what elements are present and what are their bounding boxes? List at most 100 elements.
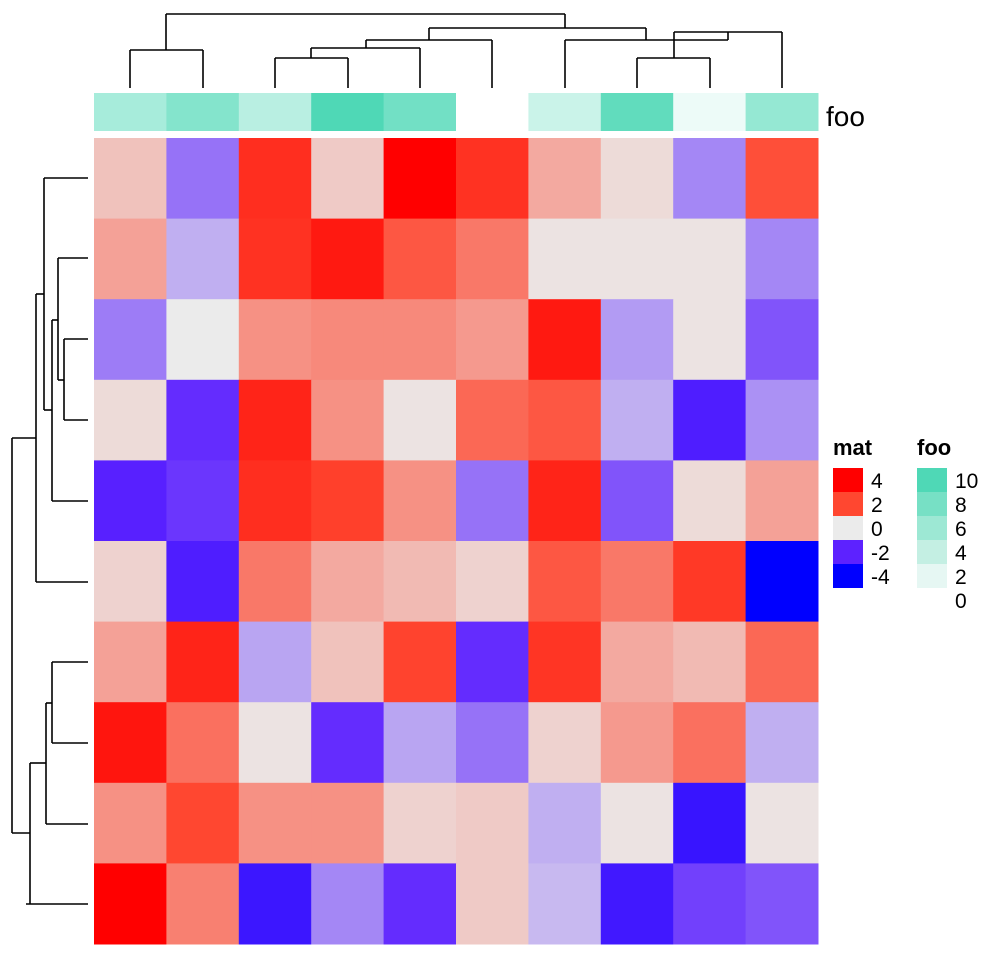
heatmap-cell — [94, 863, 167, 945]
heatmap-cell — [238, 460, 312, 542]
heatmap-cell — [166, 863, 240, 945]
legend-mat-label: 4 — [871, 470, 883, 493]
heatmap-cell — [238, 138, 312, 220]
legend-foo-label: 0 — [955, 590, 967, 613]
heatmap-cell — [238, 299, 312, 381]
heatmap-cell — [456, 621, 529, 703]
heatmap-cell — [94, 782, 167, 864]
heatmap-cell — [383, 218, 457, 300]
heatmap-cell — [166, 460, 240, 542]
annotation-bar — [94, 93, 819, 131]
heatmap-cell — [166, 702, 240, 784]
heatmap-cell — [238, 218, 312, 300]
heatmap-cell — [456, 379, 529, 461]
heatmap-cell — [383, 541, 457, 623]
heatmap-cell — [383, 138, 457, 220]
heatmap-body — [94, 138, 819, 945]
legend-foo-swatch — [917, 540, 947, 564]
heatmap-cell — [311, 782, 385, 864]
legend-foo-label: 2 — [955, 566, 967, 589]
annotation-cell — [745, 93, 819, 131]
heatmap-cell — [528, 621, 602, 703]
heatmap-cell — [166, 299, 240, 381]
legend-foo-label: 6 — [955, 518, 967, 541]
heatmap-cell — [238, 702, 312, 784]
legend-mat-swatch — [833, 468, 863, 492]
heatmap-cell — [673, 621, 747, 703]
heatmap-cell — [528, 299, 602, 381]
column-dendrogram — [129, 13, 783, 88]
legend-foo-swatch — [917, 564, 947, 588]
heatmap-cell — [745, 460, 819, 542]
legend-foo-label: 4 — [955, 542, 967, 565]
heatmap-cell — [456, 218, 529, 300]
heatmap-cell — [383, 782, 457, 864]
heatmap-cell — [600, 138, 674, 220]
heatmap-cell — [745, 138, 819, 220]
heatmap-cell — [238, 782, 312, 864]
legend-mat-title: mat — [833, 435, 873, 460]
legend-mat-label: -2 — [871, 542, 890, 565]
heatmap-cell — [673, 379, 747, 461]
heatmap-cell — [311, 541, 385, 623]
heatmap-cell — [94, 702, 167, 784]
legend-mat-label: 2 — [871, 494, 883, 517]
annotation-cell — [528, 93, 602, 131]
heatmap-cell — [600, 863, 674, 945]
legend-mat-swatch — [833, 564, 863, 588]
heatmap-cell — [600, 460, 674, 542]
legend-foo-label: 10 — [955, 470, 978, 493]
heatmap-cell — [456, 460, 529, 542]
heatmap-cell — [238, 863, 312, 945]
heatmap-cell — [528, 702, 602, 784]
heatmap-cell — [600, 299, 674, 381]
heatmap-cell — [383, 621, 457, 703]
legend-mat: mat 420-2-4 — [833, 435, 890, 589]
heatmap-cell — [600, 541, 674, 623]
heatmap-cell — [383, 460, 457, 542]
heatmap-cell — [673, 460, 747, 542]
row-dendrogram — [11, 177, 88, 905]
heatmap-cell — [311, 863, 385, 945]
heatmap-cell — [745, 702, 819, 784]
heatmap-cell — [673, 218, 747, 300]
heatmap-cell — [600, 782, 674, 864]
heatmap-cell — [94, 460, 167, 542]
annotation-cell — [456, 93, 529, 131]
heatmap-cell — [311, 702, 385, 784]
heatmap-cell — [600, 379, 674, 461]
heatmap-cell — [94, 299, 167, 381]
heatmap-cell — [383, 863, 457, 945]
legend-mat-swatch — [833, 540, 863, 564]
legend-foo-title: foo — [917, 435, 951, 460]
heatmap-cell — [745, 299, 819, 381]
heatmap-cell — [311, 138, 385, 220]
heatmap-cell — [311, 379, 385, 461]
heatmap-cell — [456, 702, 529, 784]
heatmap-cell — [745, 621, 819, 703]
heatmap-cell — [673, 299, 747, 381]
heatmap-cell — [238, 621, 312, 703]
heatmap-cell — [311, 460, 385, 542]
heatmap-cell — [600, 702, 674, 784]
heatmap-cell — [528, 460, 602, 542]
heatmap-cell — [383, 299, 457, 381]
heatmap-cell — [528, 218, 602, 300]
heatmap-cell — [94, 379, 167, 461]
heatmap-cell — [456, 138, 529, 220]
heatmap-cell — [600, 621, 674, 703]
heatmap-cell — [673, 138, 747, 220]
annotation-cell — [238, 93, 312, 131]
legend-mat-label: 0 — [871, 518, 883, 541]
heatmap-cell — [456, 299, 529, 381]
heatmap-cell — [528, 138, 602, 220]
heatmap-cell — [166, 541, 240, 623]
legend-mat-label: -4 — [871, 566, 890, 589]
heatmap-cell — [166, 379, 240, 461]
heatmap-cell — [673, 702, 747, 784]
heatmap-cell — [745, 379, 819, 461]
heatmap-cell — [456, 541, 529, 623]
annotation-cell — [311, 93, 385, 131]
heatmap-cell — [311, 299, 385, 381]
heatmap-cell — [600, 218, 674, 300]
